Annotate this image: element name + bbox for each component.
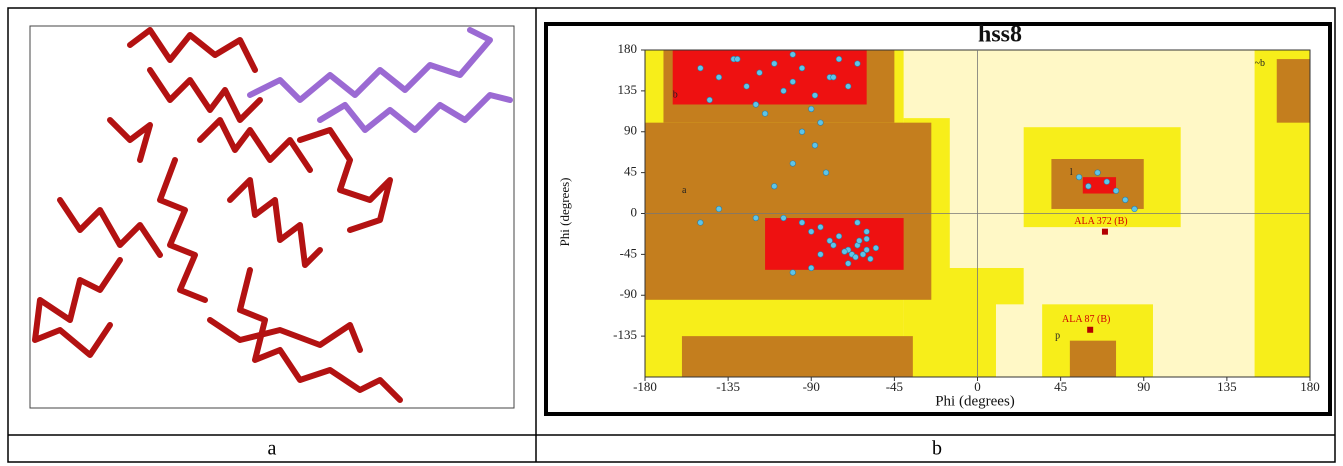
page: {"panels": [ {"caption": "a"}, {"caption… [0,0,1343,466]
residue-point [753,215,759,221]
residue-point [853,254,859,260]
x-tick-label: -90 [803,379,820,394]
caption: a [268,438,277,460]
residue-point [864,247,870,253]
x-tick-label: 0 [974,379,981,394]
y-tick-label: 0 [631,204,638,219]
residue-point [1076,174,1082,180]
residue-point [1113,188,1119,194]
residue-point [790,52,796,58]
x-tick-label: 180 [1300,379,1320,394]
x-tick-label: 135 [1217,379,1237,394]
residue-point [799,129,805,135]
residue-point [716,206,722,212]
ramachandran-plot: -180 -135 -90 -45 0 45 90 135 180 180 135 90 45 0 -45 -… [613,41,1320,394]
residue-point [864,229,870,235]
y-tick-label: 180 [618,41,638,56]
residue-point [860,252,866,258]
residue-point [790,270,796,276]
residue-point [698,65,704,71]
residue-point [799,65,805,71]
y-tick-label: -90 [620,286,637,301]
residue-point [836,233,842,239]
region [1277,59,1310,123]
residue-point [864,236,870,242]
region-label: l [1070,167,1073,178]
plot-title: hss8 [978,22,1022,48]
residue-point [772,61,778,67]
residue-point [868,256,874,262]
residue-point [831,74,837,80]
residue-point [1086,183,1092,189]
y-tick-label: 90 [624,123,637,138]
residue-point [707,97,713,103]
caption: b [932,438,942,460]
y-tick-label: 135 [618,82,638,97]
region [645,123,931,300]
residue-point [818,120,824,126]
residue-point [823,170,829,176]
x-tick-label: 45 [1054,379,1067,394]
residue-point [1122,197,1128,203]
residue-point [1104,179,1110,185]
residue-point [799,220,805,226]
outlier-point [1102,229,1108,235]
x-tick-label: 90 [1137,379,1150,394]
residue-point [781,215,787,221]
residue-point [808,106,814,112]
residue-point [808,229,814,235]
x-tick-label: -135 [716,379,740,394]
residue-point [808,265,814,271]
residue-point [827,238,833,244]
region-label: a [682,185,687,196]
residue-point [1095,170,1101,176]
figure: a b hss8 Phi (degrees) Phi (degrees) -18… [0,0,1343,466]
y-tick-label: 45 [624,164,637,179]
residue-point [856,238,862,244]
y-axis-label: Phi (degrees) [557,178,572,247]
residue-point [831,242,837,248]
residue-point [812,143,818,149]
y-tick-label: -135 [613,327,637,342]
x-axis-label: Phi (degrees) [935,393,1015,409]
residue-point [698,220,704,226]
region [682,336,913,377]
residue-point [845,261,851,267]
region [1070,341,1116,377]
residue-point [855,220,861,226]
residue-point [818,224,824,230]
residue-point [772,183,778,189]
y-tick-label: -45 [620,245,637,260]
x-tick-label: -45 [886,379,903,394]
residue-point [790,161,796,167]
residue-point [757,70,763,76]
residue-point [845,84,851,90]
residue-point [1132,206,1138,212]
residue-point [818,252,824,258]
residue-point [836,56,842,62]
region-label: ~b [1255,58,1265,69]
outlier-point [1087,327,1093,333]
residue-point [716,74,722,80]
residue-point [744,84,750,90]
residue-point [812,93,818,99]
residue-point [753,102,759,108]
outlier-label: ALA 87 (B) [1062,314,1110,325]
residue-point [855,61,861,67]
residue-point [735,56,741,62]
residue-point [781,88,787,94]
x-tick-label: -180 [633,379,657,394]
residue-point [873,245,879,251]
residue-point [762,111,768,117]
residue-point [842,249,848,255]
region-label: b [673,90,678,101]
protein-structure [30,26,514,408]
residue-point [790,79,796,85]
outlier-label: ALA 372 (B) [1074,216,1127,227]
region-label: p [1055,330,1060,341]
